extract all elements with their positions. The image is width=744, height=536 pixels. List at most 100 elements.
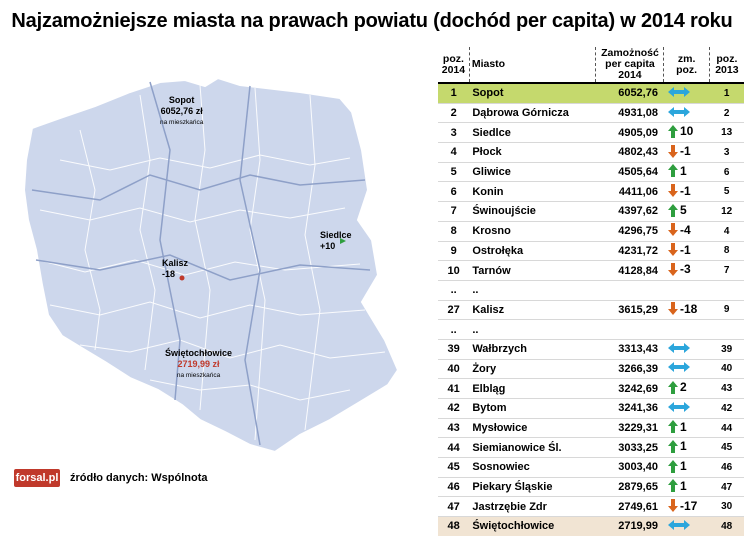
cell-change: 1: [663, 476, 710, 497]
cell-change: [663, 358, 710, 379]
down-arrow-icon: [667, 223, 678, 237]
cell-pos2013: [709, 279, 744, 301]
page-title: Najzamożniejsze miasta na prawach powiat…: [11, 10, 733, 32]
poland-outline: [22, 76, 400, 454]
left-right-arrow-icon: [667, 362, 690, 373]
table-row: 10 Tarnów 4128,84 -3 7: [438, 260, 744, 281]
cell-wealth: 3615,29: [595, 299, 664, 320]
cell-pos2013: 4: [709, 220, 744, 241]
cell-pos2014: 3: [438, 122, 470, 143]
header-pos2013: poz. 2013: [708, 47, 744, 84]
cell-change: -1: [663, 240, 710, 261]
cell-wealth: 3266,39: [595, 358, 664, 379]
cell-change: [663, 516, 710, 536]
cell-city: Mysłowice: [469, 417, 596, 438]
cell-change: [663, 82, 710, 104]
cell-change: 10: [663, 122, 710, 143]
cell-wealth: 4905,09: [595, 122, 664, 143]
cell-city: Kalisz: [469, 299, 596, 320]
cell-wealth: 2719,99: [595, 516, 664, 536]
table-row: ....: [438, 319, 744, 340]
left-right-arrow-icon: [667, 519, 690, 530]
poland-map: [22, 76, 400, 454]
cell-change: 5: [663, 201, 710, 222]
cell-pos2014: 5: [438, 161, 470, 182]
cell-pos2014: 7: [438, 201, 470, 222]
cell-pos2013: 1: [709, 82, 744, 104]
change-value: 10: [679, 124, 694, 139]
cell-city: Płock: [469, 142, 596, 163]
change-value: -18: [679, 301, 698, 316]
cell-pos2014: ..: [438, 279, 470, 301]
change-value: 5: [679, 203, 687, 218]
cell-city: Bytom: [469, 398, 596, 419]
cell-pos2013: 8: [709, 240, 744, 261]
table-row: 44 Siemianowice Śl. 3033,25 1 45: [438, 437, 744, 458]
change-value: -1: [679, 242, 691, 257]
table-row: 8 Krosno 4296,75 -4 4: [438, 220, 744, 241]
cell-wealth: [595, 319, 664, 340]
table-body: 1 Sopot 6052,76 1 2 Dąbrowa Górnicza 4931,08 2 3…: [438, 82, 744, 536]
change-value: -1: [679, 144, 691, 159]
cell-wealth: 4931,08: [595, 102, 664, 123]
table-row: 41 Elbląg 3242,69 2 43: [438, 378, 744, 399]
cell-pos2013: 13: [709, 122, 744, 143]
change-value: 2: [679, 380, 687, 395]
change-value: -3: [679, 262, 691, 277]
down-arrow-icon: [667, 262, 678, 276]
cell-wealth: 4505,64: [595, 161, 664, 182]
cell-wealth: [595, 279, 664, 301]
cell-pos2014: 10: [438, 260, 470, 281]
cell-pos2013: 43: [709, 378, 744, 399]
header-change: zm. poz.: [663, 47, 710, 84]
cell-pos2014: 48: [438, 516, 470, 536]
map-label-kalisz: Kalisz -18: [162, 258, 189, 279]
cell-wealth: 3242,69: [595, 378, 664, 399]
cell-city: Ostrołęka: [469, 240, 596, 261]
up-arrow-icon: [667, 203, 678, 217]
cell-change: -1: [663, 181, 710, 202]
cell-change: 1: [663, 417, 710, 438]
change-value: 1: [679, 459, 687, 474]
up-arrow-icon: [667, 124, 678, 138]
cell-city: Siemianowice Śl.: [469, 437, 596, 458]
table-row: 40 Żory 3266,39 40: [438, 358, 744, 379]
cell-change: [663, 398, 710, 419]
cell-city: Świnoujście: [469, 201, 596, 222]
cell-wealth: 2879,65: [595, 476, 664, 497]
cell-pos2013: 2: [709, 102, 744, 123]
cell-pos2014: 27: [438, 299, 470, 320]
change-value: -4: [679, 222, 691, 237]
cell-pos2013: 6: [709, 161, 744, 182]
up-arrow-icon: [667, 439, 678, 453]
cell-city: ..: [469, 319, 596, 340]
siedlce-marker: [340, 238, 346, 244]
table-row: 27 Kalisz 3615,29 -18 9: [438, 299, 744, 320]
cell-change: -18: [663, 299, 710, 320]
cell-wealth: 4411,06: [595, 181, 664, 202]
cell-city: Wałbrzych: [469, 338, 596, 360]
cell-change: [663, 102, 710, 123]
change-value: -17: [679, 498, 698, 513]
cell-wealth: 3313,43: [595, 338, 664, 360]
cell-wealth: 3003,40: [595, 457, 664, 478]
table-row: 48 Świętochłowice 2719,99 48: [438, 516, 744, 536]
cell-pos2013: 45: [709, 437, 744, 458]
cell-change: -3: [663, 260, 710, 281]
ranking-table: poz. 2014 Miasto Zamożność per capita 20…: [438, 47, 744, 536]
cell-pos2013: 9: [709, 299, 744, 320]
cell-pos2014: 44: [438, 437, 470, 458]
table-row: 2 Dąbrowa Górnicza 4931,08 2: [438, 102, 744, 123]
header-wealth: Zamożność per capita 2014: [595, 47, 664, 84]
up-arrow-icon: [667, 459, 678, 473]
header-city: Miasto: [468, 47, 596, 84]
cell-wealth: 4128,84: [595, 260, 664, 281]
cell-pos2014: ..: [438, 319, 470, 340]
cell-pos2014: 9: [438, 240, 470, 261]
map-label-swietochlowice: Świętochłowice 2719,99 zł na mieszkańca: [165, 348, 233, 379]
down-arrow-icon: [667, 302, 678, 316]
cell-pos2013: 7: [709, 260, 744, 281]
down-arrow-icon: [667, 499, 678, 513]
up-arrow-icon: [667, 380, 678, 394]
cell-pos2013: 46: [709, 457, 744, 478]
